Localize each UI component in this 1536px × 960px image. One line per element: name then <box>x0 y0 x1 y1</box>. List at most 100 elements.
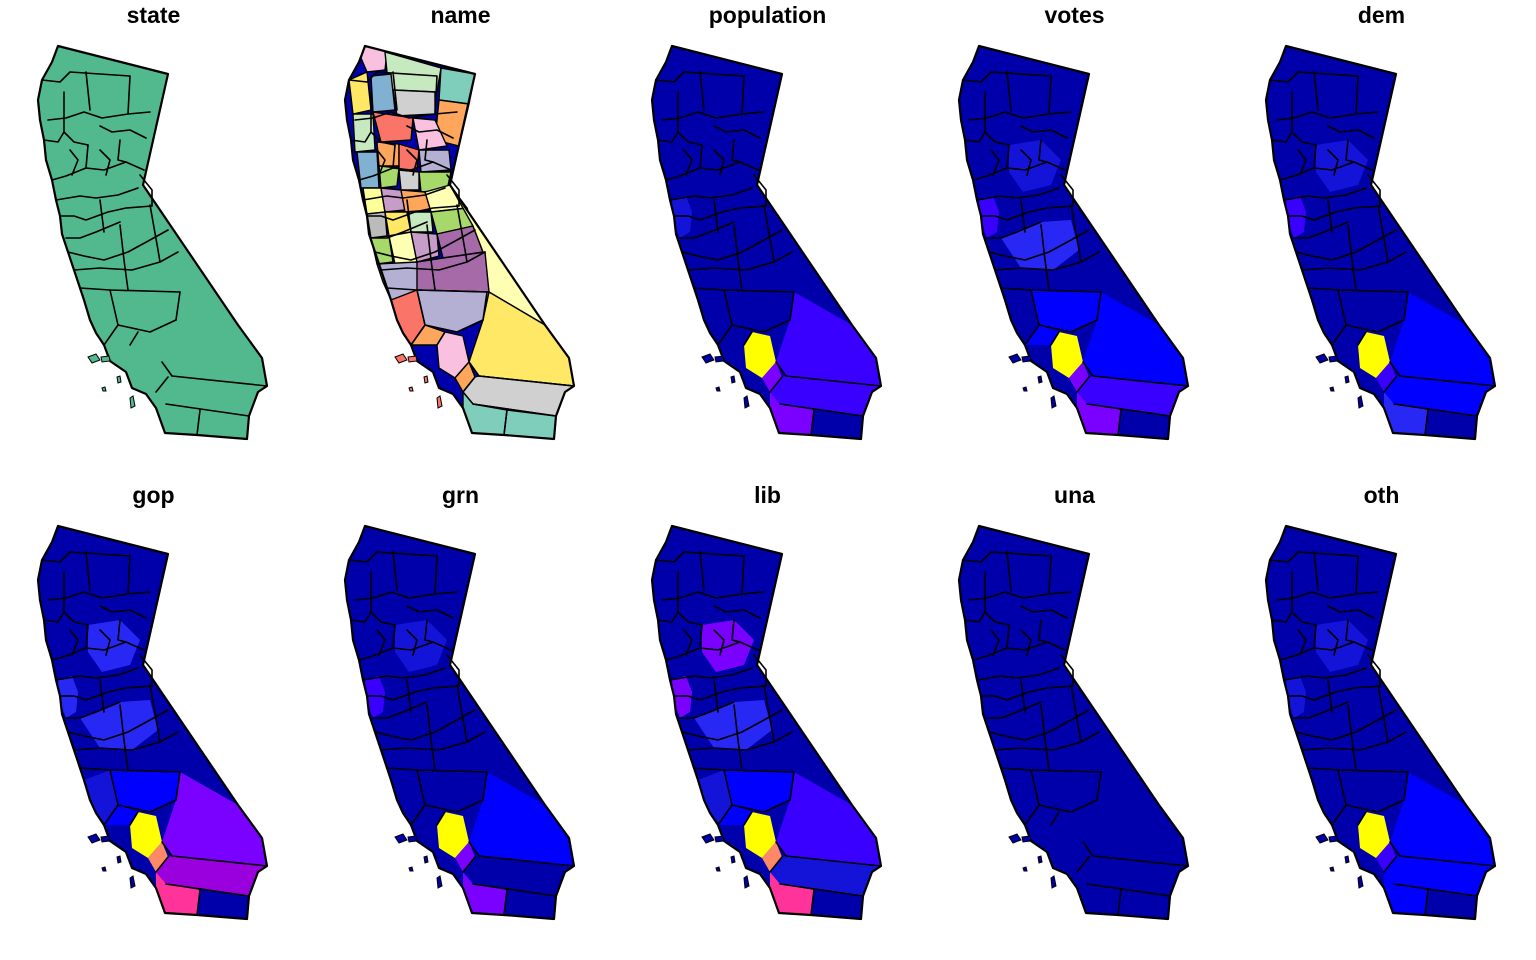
channel-island <box>1037 855 1043 864</box>
county-boundary <box>392 71 398 111</box>
county-boundary <box>462 376 476 393</box>
county-region-vent <box>1025 805 1059 825</box>
county-boundary <box>43 131 65 143</box>
county-boundary <box>713 605 761 619</box>
county-region-la <box>1358 332 1390 378</box>
county-boundary <box>350 611 372 623</box>
county-boundary <box>103 769 119 826</box>
county-boundary <box>155 856 169 873</box>
county-region-orange <box>1376 362 1396 392</box>
county-boundary <box>980 205 1074 221</box>
channel-island <box>87 353 101 364</box>
county-boundary <box>372 701 428 719</box>
county-boundary <box>59 685 153 701</box>
county-boundary <box>713 679 719 713</box>
county-boundary <box>986 701 1042 719</box>
county-region-orange <box>1069 362 1089 392</box>
county-boundary <box>775 361 787 377</box>
channel-island <box>436 875 443 889</box>
county-boundary <box>683 629 693 656</box>
county-boundary <box>1331 769 1347 826</box>
county-boundary <box>478 375 575 387</box>
county-boundary <box>713 199 719 233</box>
county-boundary <box>69 629 79 656</box>
county-boundary <box>785 375 882 387</box>
county-boundary <box>1345 139 1355 163</box>
panel-oth: oth <box>1228 480 1535 960</box>
county-boundary <box>1271 611 1293 623</box>
county-boundary <box>374 709 476 741</box>
county-boundary <box>677 91 703 146</box>
channel-island <box>1357 395 1364 409</box>
county-boundary <box>669 187 753 201</box>
county-boundary <box>1269 71 1359 115</box>
channel-island <box>701 833 715 844</box>
county-boundary <box>1313 551 1319 591</box>
county-boundary <box>962 551 1052 595</box>
channel-island <box>1008 353 1022 364</box>
county-boundary <box>424 619 434 643</box>
california-map <box>1264 524 1497 921</box>
county-region-imp <box>1425 890 1477 919</box>
county-region-la <box>1051 812 1083 858</box>
county-boundary <box>731 799 791 813</box>
county-boundary <box>789 291 795 321</box>
county-boundary <box>1076 376 1090 393</box>
county-boundary <box>354 111 458 121</box>
county-boundary <box>196 889 201 916</box>
county-boundary <box>1096 771 1102 801</box>
county-boundary <box>55 667 139 681</box>
county-region-central <box>1001 700 1079 750</box>
panel-una: una <box>921 480 1228 960</box>
county-boundary <box>85 624 89 649</box>
county-boundary <box>426 224 436 291</box>
california-map <box>343 44 576 441</box>
county-boundary <box>47 591 151 601</box>
county-region-vent <box>1332 325 1366 345</box>
county-boundary <box>1393 883 1478 897</box>
county-boundary <box>362 667 446 681</box>
county-region-orange <box>455 842 475 872</box>
county-boundary <box>69 149 79 176</box>
state-fill <box>38 46 267 439</box>
county-boundary <box>99 605 147 619</box>
county-boundary <box>1399 375 1496 387</box>
channel-island <box>1021 835 1032 843</box>
county-boundary <box>1345 319 1405 333</box>
channel-island <box>1344 375 1350 384</box>
county-boundary <box>1327 629 1339 656</box>
county-boundary <box>655 551 745 595</box>
california-map <box>1264 44 1497 441</box>
county-region <box>398 143 420 171</box>
county-boundary <box>462 856 476 873</box>
county-region-bay <box>58 676 78 718</box>
county-region-central <box>1308 220 1386 270</box>
county-boundary <box>366 685 460 701</box>
county-boundary <box>1377 684 1389 743</box>
county-region-sbern <box>1390 292 1495 386</box>
county-boundary <box>117 799 177 813</box>
county-boundary <box>1291 571 1317 626</box>
panel-dem: dem <box>1228 0 1535 480</box>
county-boundary <box>374 229 476 261</box>
county-boundary <box>59 205 153 221</box>
county-boundary <box>424 139 434 163</box>
county-boundary <box>743 811 753 826</box>
county-region-la <box>437 812 469 858</box>
panel-title: grn <box>441 482 480 508</box>
channel-island <box>116 855 122 864</box>
county-boundary <box>1293 701 1349 719</box>
county-boundary <box>1006 624 1010 649</box>
county-boundary <box>376 149 386 176</box>
county-boundary <box>1024 769 1040 826</box>
county-boundary <box>1377 204 1389 263</box>
county-boundary <box>1070 204 1082 263</box>
channel-island <box>743 395 750 409</box>
county-region-orange <box>762 362 782 392</box>
county-boundary <box>1020 199 1026 233</box>
california-map <box>650 44 883 441</box>
county-boundary <box>478 855 575 867</box>
county-boundary <box>1393 403 1478 417</box>
channel-island <box>116 375 122 384</box>
county-boundary <box>1038 799 1098 813</box>
